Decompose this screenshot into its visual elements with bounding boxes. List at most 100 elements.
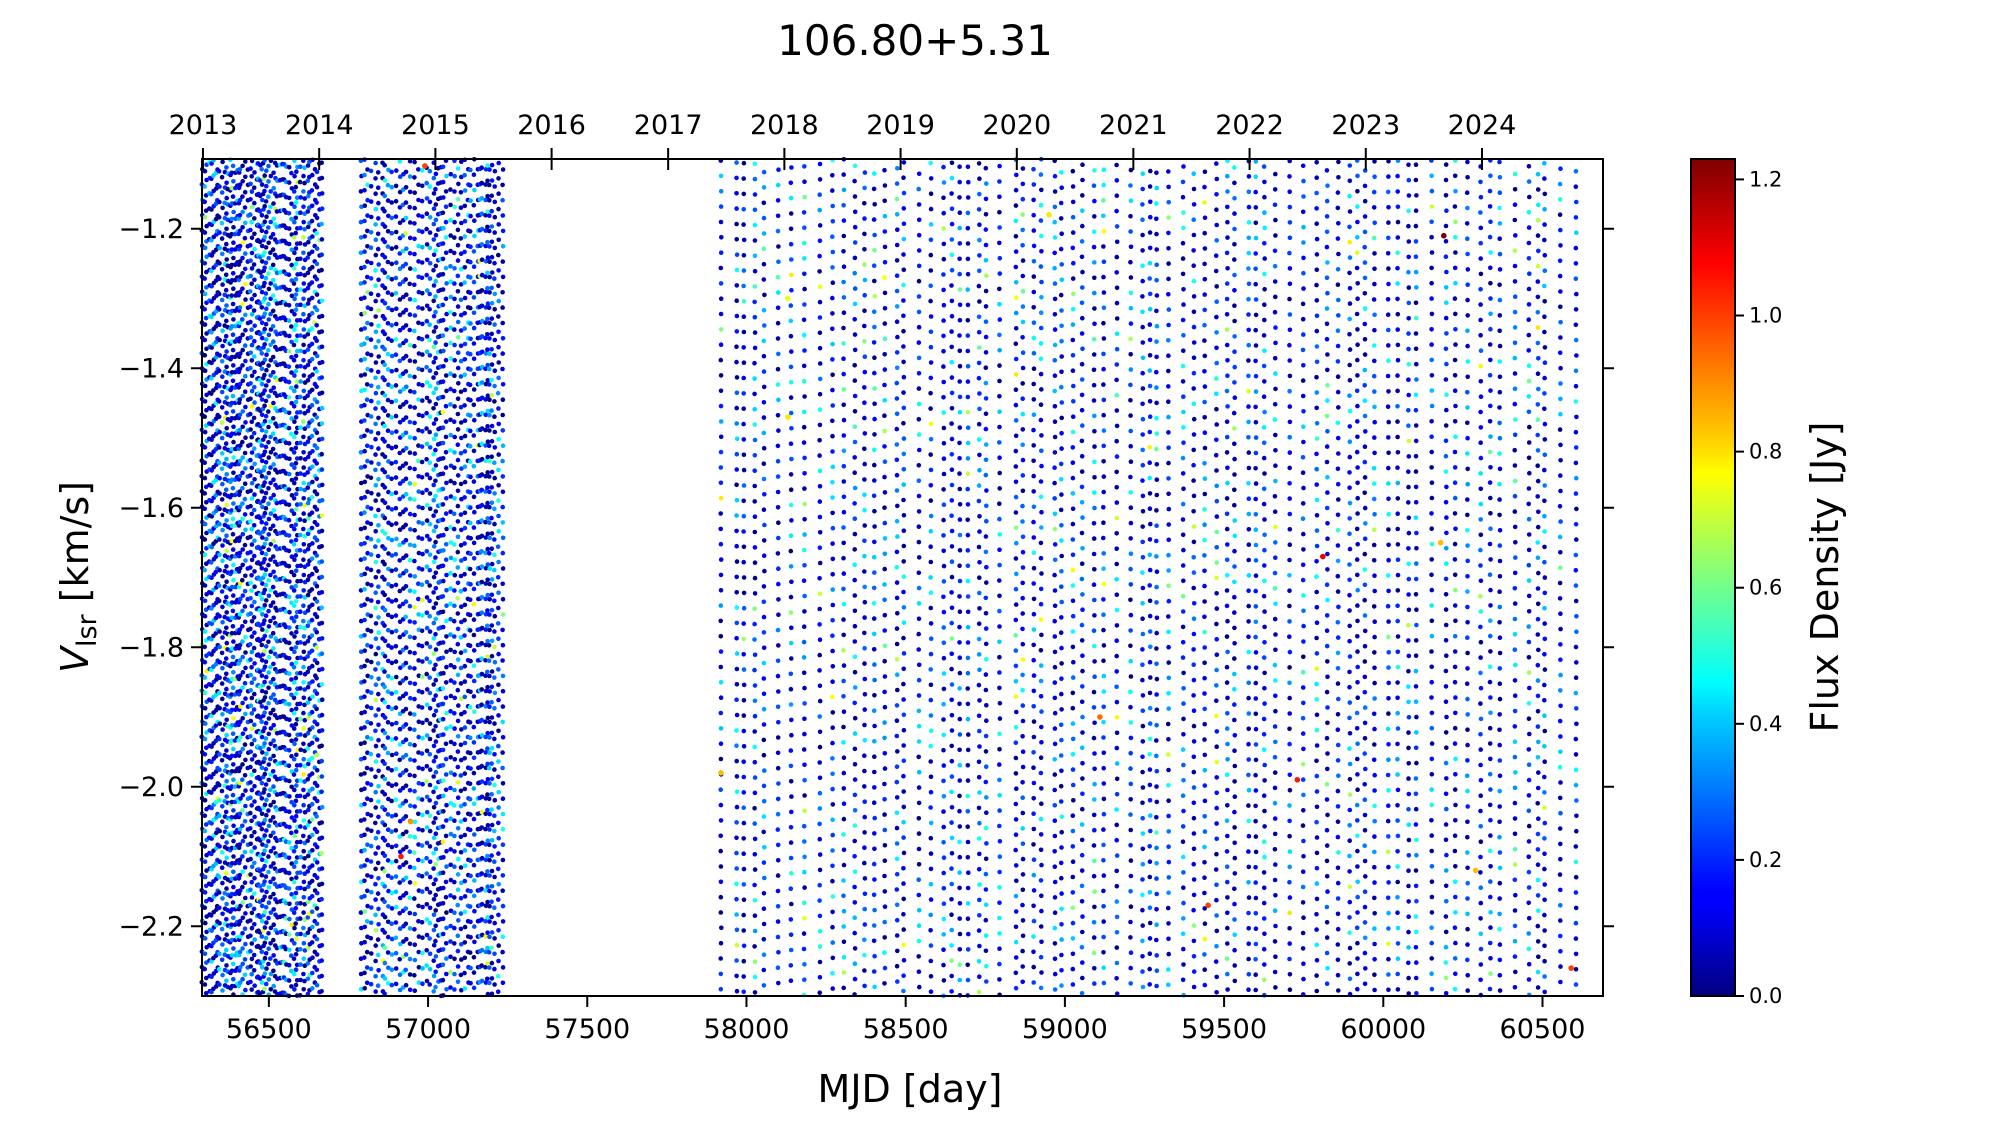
- data-point: [362, 602, 367, 607]
- data-point: [217, 521, 222, 527]
- data-point: [263, 506, 269, 511]
- data-point: [362, 234, 368, 239]
- data-point: [419, 874, 425, 879]
- data-point: [202, 552, 208, 558]
- data-point: [249, 204, 255, 210]
- data-point: [231, 593, 236, 598]
- data-point: [431, 605, 437, 611]
- data-point: [420, 674, 425, 680]
- data-point: [262, 725, 267, 731]
- data-point: [230, 624, 236, 629]
- data-point: [424, 702, 430, 708]
- data-point: [263, 199, 269, 204]
- data-point: [301, 848, 307, 854]
- data-point: [209, 176, 214, 182]
- data-point: [403, 353, 409, 359]
- data-point: [248, 780, 253, 785]
- data-point: [286, 395, 292, 400]
- data-point: [444, 388, 449, 394]
- data-point: [319, 467, 325, 472]
- data-point: [403, 430, 409, 436]
- data-point: [248, 181, 253, 187]
- data-point: [468, 397, 473, 403]
- data-point: [433, 724, 438, 729]
- data-point: [248, 335, 254, 340]
- data-point: [433, 447, 438, 453]
- data-point: [229, 769, 235, 774]
- data-point: [248, 411, 253, 417]
- data-point: [271, 922, 277, 927]
- data-point: [319, 405, 325, 411]
- data-point: [427, 982, 433, 987]
- data-point: [231, 424, 236, 430]
- data-point: [443, 357, 449, 363]
- data-point: [448, 785, 453, 791]
- data-point: [403, 338, 409, 344]
- data-point: [287, 579, 292, 584]
- data-point: [213, 262, 219, 268]
- data-point: [301, 572, 307, 578]
- data-point: [433, 754, 439, 760]
- data-point: [264, 214, 269, 219]
- data-point: [365, 658, 370, 663]
- data-point: [293, 890, 299, 896]
- data-point: [202, 583, 208, 588]
- data-point: [217, 920, 222, 926]
- data-point: [266, 731, 272, 737]
- data-point: [427, 291, 433, 297]
- data-point: [444, 710, 449, 716]
- data-point: [362, 755, 367, 761]
- data-point: [389, 629, 395, 635]
- data-point: [298, 456, 303, 461]
- data-point: [373, 344, 378, 350]
- data-point: [368, 813, 374, 818]
- data-point: [231, 976, 236, 982]
- data-point: [264, 812, 269, 818]
- data-point: [202, 782, 208, 788]
- data-point: [262, 833, 268, 838]
- data-point: [310, 602, 315, 608]
- data-point: [217, 828, 222, 834]
- data-point: [271, 722, 277, 728]
- data-point: [319, 175, 325, 181]
- data-point: [412, 313, 418, 318]
- data-point: [248, 166, 253, 171]
- data-point: [259, 381, 265, 387]
- data-point: [382, 730, 388, 736]
- data-point: [319, 973, 325, 979]
- data-point: [403, 537, 409, 543]
- data-point: [403, 875, 409, 881]
- data-point: [431, 820, 437, 825]
- data-point: [217, 429, 222, 435]
- data-point: [248, 273, 253, 279]
- data-point: [385, 351, 391, 357]
- data-point: [301, 173, 306, 179]
- data-point: [382, 761, 387, 766]
- data-point: [373, 298, 379, 304]
- data-point: [319, 344, 325, 350]
- data-point: [262, 618, 267, 623]
- data-point: [462, 234, 468, 239]
- data-point: [412, 267, 418, 272]
- data-point: [452, 726, 457, 731]
- data-point: [309, 878, 315, 884]
- data-point: [264, 828, 269, 833]
- data-point: [216, 874, 222, 880]
- data-point: [427, 445, 433, 450]
- data-point: [403, 660, 409, 666]
- data-point: [314, 169, 320, 175]
- data-point: [431, 559, 437, 564]
- data-point: [382, 469, 388, 475]
- data-point: [455, 672, 461, 678]
- data-point: [263, 782, 269, 787]
- data-point: [291, 588, 297, 593]
- data-point: [373, 360, 379, 365]
- data-point: [368, 276, 374, 281]
- data-point: [202, 537, 208, 542]
- data-point: [404, 829, 409, 835]
- data-point: [448, 264, 453, 269]
- data-point: [202, 874, 208, 880]
- data-point: [319, 912, 325, 917]
- data-point: [382, 515, 388, 521]
- data-point: [412, 927, 417, 932]
